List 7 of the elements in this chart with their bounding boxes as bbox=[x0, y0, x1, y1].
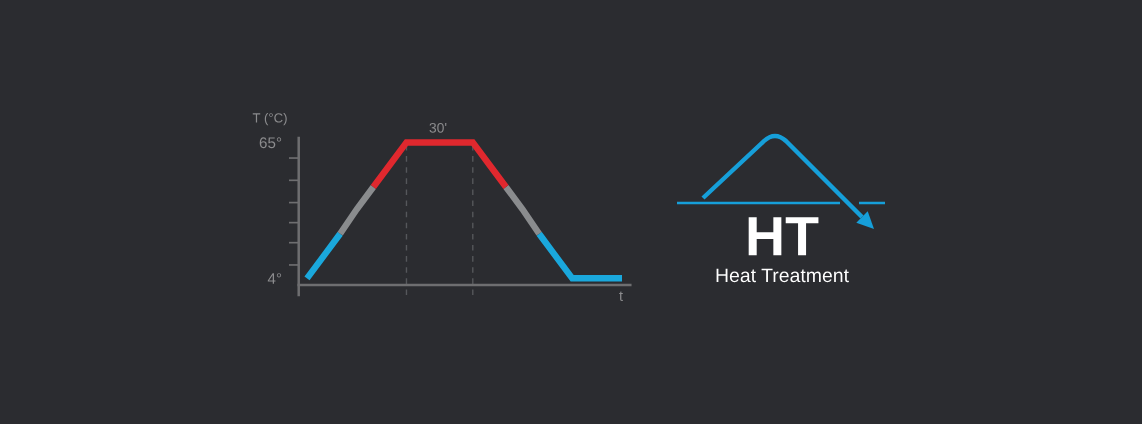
text: Heat Treatment bbox=[716, 268, 849, 283]
text: HT bbox=[748, 217, 819, 256]
y-tick-label: 65° bbox=[259, 137, 282, 149]
text: 30' bbox=[429, 122, 447, 133]
x-axis-title: t bbox=[619, 291, 623, 301]
y-axis-title: T (°C) bbox=[252, 112, 287, 126]
y-tick-label: 4° bbox=[267, 273, 282, 284]
